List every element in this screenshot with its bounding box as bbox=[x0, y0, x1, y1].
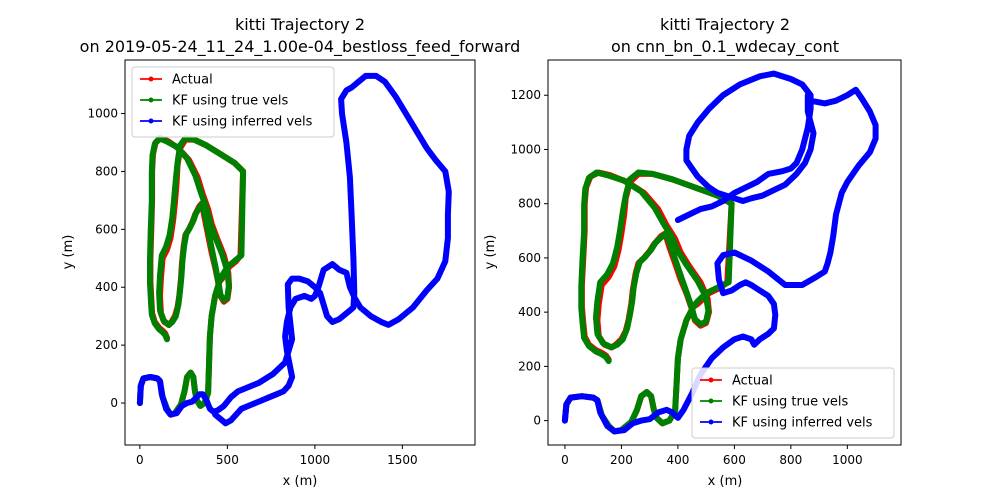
left-x-tick-label: 0 bbox=[136, 453, 144, 467]
right-plot-title-line1: kitti Trajectory 2 bbox=[660, 15, 790, 34]
right-legend-marker bbox=[708, 398, 714, 404]
right-legend-label: KF using inferred vels bbox=[732, 416, 873, 431]
left-plot-title-line2: on 2019-05-24_11_24_1.00e-04_bestloss_fe… bbox=[80, 37, 521, 57]
right-y-axis-label: y (m) bbox=[483, 235, 498, 270]
left-legend-label: Actual bbox=[172, 73, 213, 88]
left-x-tick-label: 1500 bbox=[387, 453, 418, 467]
left-legend-frame bbox=[131, 66, 335, 138]
right-x-tick-label: 400 bbox=[666, 453, 689, 467]
left-legend-marker bbox=[148, 118, 154, 124]
right-x-tick-label: 800 bbox=[779, 453, 802, 467]
right-y-tick-label: 0 bbox=[533, 414, 541, 428]
left-plot-title-line1: kitti Trajectory 2 bbox=[235, 15, 365, 34]
right-x-tick-label: 1000 bbox=[832, 453, 863, 467]
right-y-tick-label: 200 bbox=[518, 359, 541, 373]
left-plot-frame bbox=[124, 59, 476, 446]
left-x-axis-label: x (m) bbox=[283, 474, 318, 489]
left-y-tick-label: 800 bbox=[95, 164, 118, 178]
right-plot-title-line2: on cnn_bn_0.1_wdecay_cont bbox=[611, 37, 839, 57]
right-y-axis: 0 200 400 600 800 1000 1200 bbox=[510, 88, 548, 428]
right-y-tick-label: 600 bbox=[518, 251, 541, 265]
left-y-tick-label: 200 bbox=[95, 338, 118, 352]
left-y-tick-label: 0 bbox=[110, 396, 118, 410]
left-legend-marker bbox=[148, 76, 154, 82]
right-legend-marker bbox=[708, 419, 714, 425]
left-legend-label: KF using true vels bbox=[172, 94, 288, 109]
right-y-tick-label: 400 bbox=[518, 305, 541, 319]
right-x-tick-label: 0 bbox=[561, 453, 569, 467]
right-x-axis-label: x (m) bbox=[708, 474, 743, 489]
right-x-tick-label: 600 bbox=[723, 453, 746, 467]
right-plot-frame bbox=[547, 59, 902, 446]
left-legend: Actual KF using true vels KF using inferre… bbox=[131, 66, 335, 138]
left-x-tick-label: 1000 bbox=[300, 453, 331, 467]
right-legend-frame bbox=[691, 367, 895, 439]
left-y-tick-label: 1000 bbox=[87, 107, 118, 121]
right-legend-label: Actual bbox=[732, 374, 773, 389]
right-x-tick-label: 200 bbox=[610, 453, 633, 467]
right-legend: Actual KF using true vels KF using inferre… bbox=[691, 367, 895, 439]
left-legend-marker bbox=[148, 97, 154, 103]
right-y-tick-label: 800 bbox=[518, 197, 541, 211]
right-y-tick-label: 1200 bbox=[510, 88, 541, 102]
left-series-layer bbox=[136, 72, 452, 427]
left-y-axis: 0 200 400 600 800 1000 bbox=[87, 107, 125, 410]
right-y-tick-label: 1000 bbox=[510, 142, 541, 156]
left-y-tick-label: 400 bbox=[95, 280, 118, 294]
right-x-axis: 0 200 400 600 800 1000 bbox=[561, 445, 863, 467]
left-legend-label: KF using inferred vels bbox=[172, 115, 313, 130]
left-x-axis: 0 500 1000 1500 bbox=[136, 445, 418, 467]
right-plot: kitti Trajectory 2 on cnn_bn_0.1_wdecay_… bbox=[483, 15, 902, 489]
left-y-tick-label: 600 bbox=[95, 222, 118, 236]
left-x-tick-label: 500 bbox=[216, 453, 239, 467]
left-plot: kitti Trajectory 2 on 2019-05-24_11_24_1… bbox=[61, 15, 520, 489]
right-legend-marker bbox=[708, 377, 714, 383]
left-y-axis-label: y (m) bbox=[61, 235, 76, 270]
right-legend-label: KF using true vels bbox=[732, 395, 848, 410]
left-series-kf-using-inferred-vels-line bbox=[136, 72, 452, 427]
